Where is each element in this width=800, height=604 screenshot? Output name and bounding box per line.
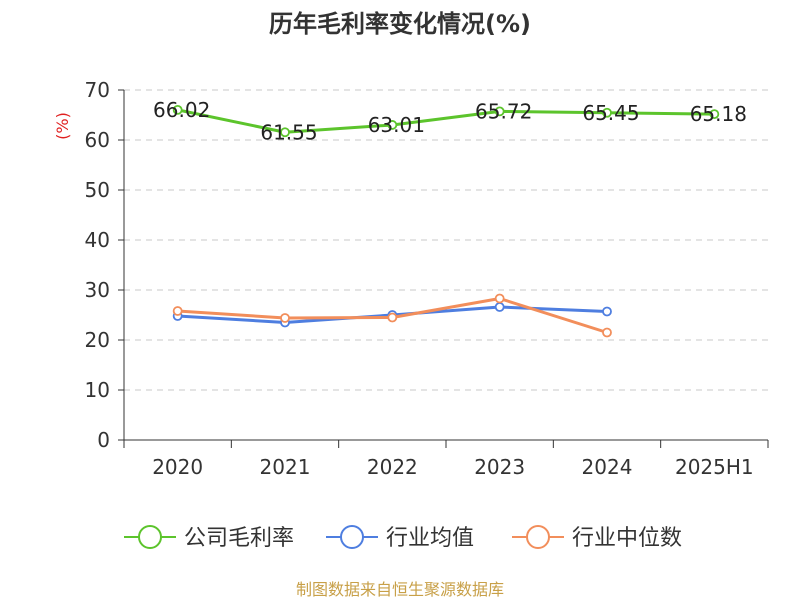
- data-point[interactable]: [494, 293, 505, 304]
- x-tick-label: 2022: [367, 455, 418, 479]
- data-point[interactable]: [280, 313, 290, 323]
- x-tick-label: 2024: [582, 455, 633, 479]
- data-label: 61.55: [260, 120, 317, 144]
- grid-lines: [124, 89, 768, 391]
- y-axis-label: (%): [53, 112, 72, 140]
- y-tick-label: 10: [85, 378, 110, 402]
- data-point[interactable]: [602, 327, 612, 338]
- data-label: 63.01: [368, 113, 425, 137]
- data-label: 65.18: [690, 102, 747, 126]
- legend-label: 行业中位数: [572, 526, 682, 551]
- data-point[interactable]: [494, 302, 505, 312]
- axes: 0 10 20 30 40 50 60 70 2020 2021 2022 2023 2024 2025H…: [85, 78, 769, 479]
- legend-marker: [340, 525, 364, 549]
- data-point[interactable]: [602, 306, 612, 317]
- data-label: 65.72: [475, 99, 532, 123]
- y-tick-label: 70: [85, 78, 110, 102]
- data-point[interactable]: [387, 312, 398, 323]
- legend-label: 公司毛利率: [184, 526, 294, 551]
- legend-marker: [138, 525, 162, 549]
- series-2: [172, 293, 612, 338]
- series-0: 66.02 61.55 63.01 65.72 65.45 65.18: [153, 98, 747, 144]
- y-tick-label: 0: [97, 428, 110, 452]
- x-tick-label: 2023: [474, 455, 525, 479]
- legend-label: 行业均值: [386, 526, 474, 551]
- y-tick-label: 50: [85, 178, 110, 202]
- data-point[interactable]: [387, 120, 398, 130]
- y-tick-label: 60: [85, 128, 110, 152]
- y-tick-label: 20: [85, 328, 110, 352]
- data-point[interactable]: [709, 109, 720, 119]
- y-tick-label: 40: [85, 228, 110, 252]
- data-point[interactable]: [172, 306, 183, 316]
- data-point[interactable]: [172, 105, 183, 115]
- data-point[interactable]: [494, 106, 505, 117]
- legend-item[interactable]: 行业均值: [326, 525, 474, 551]
- x-tick-label: 2020: [152, 455, 203, 479]
- data-point[interactable]: [602, 107, 612, 118]
- source-note: 制图数据来自恒生聚源数据库: [296, 580, 504, 599]
- x-tick-label: 2025H1: [675, 455, 754, 479]
- data-label: 66.02: [153, 98, 210, 122]
- x-tick-label: 2021: [260, 455, 311, 479]
- legend-item[interactable]: 行业中位数: [512, 525, 682, 551]
- chart-title: 历年毛利率变化情况(%): [269, 10, 531, 38]
- data-label: 65.45: [582, 101, 639, 125]
- series-line: [177, 108, 715, 134]
- y-tick-label: 30: [85, 278, 110, 302]
- legend-item[interactable]: 公司毛利率: [124, 525, 294, 551]
- legend[interactable]: 公司毛利率 行业均值 行业中位数: [124, 525, 682, 551]
- legend-marker: [526, 525, 550, 549]
- data-point[interactable]: [280, 127, 290, 138]
- series-group: 66.02 61.55 63.01 65.72 65.45 65.18: [153, 98, 747, 338]
